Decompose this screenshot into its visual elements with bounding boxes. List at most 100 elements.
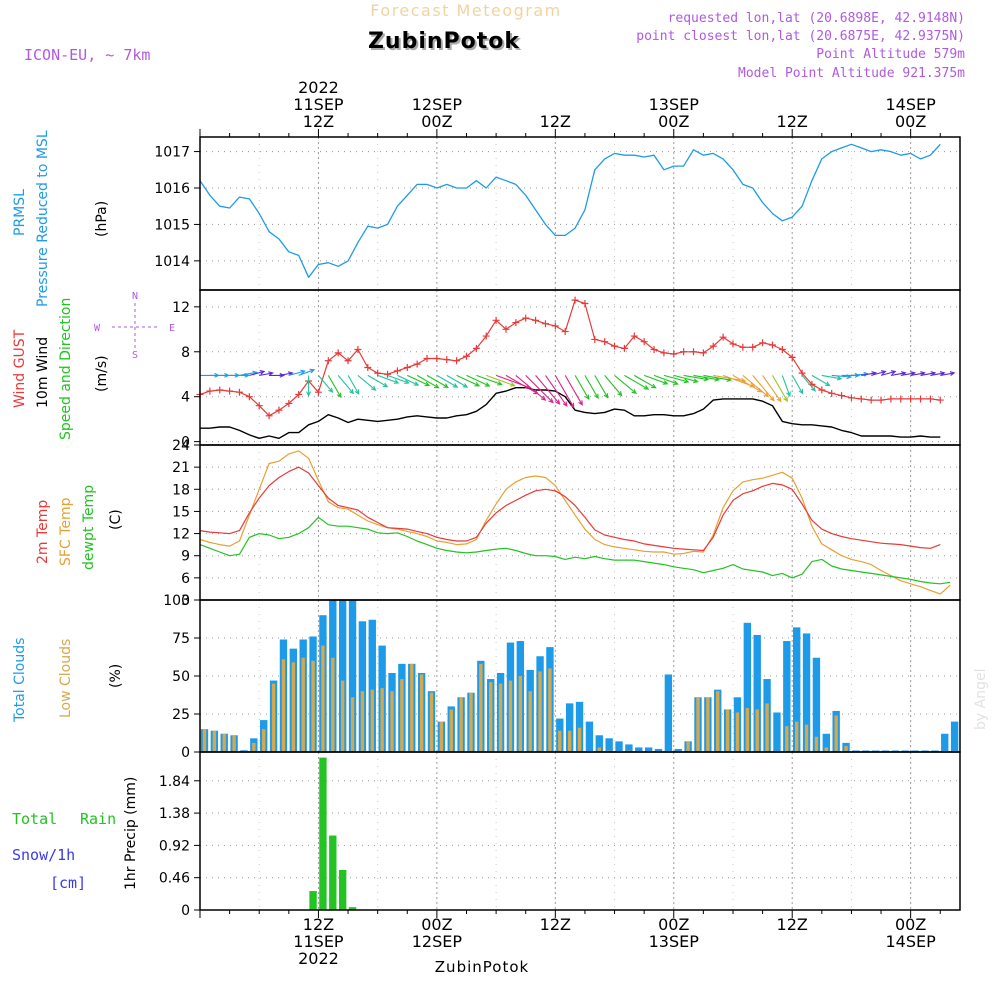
wind-direction-arrow (940, 371, 956, 376)
total-cloud-bar (625, 744, 633, 752)
gust-point (601, 338, 609, 346)
gust-point (384, 370, 392, 378)
total-cloud-bar (941, 733, 949, 752)
total-cloud-bar (871, 750, 880, 752)
gust-point (640, 338, 648, 346)
total-cloud-bar (852, 750, 860, 752)
top-time-label: 12Z (303, 112, 334, 131)
pressure-ytick-label: 1014 (154, 254, 190, 270)
wind-direction-arrow (781, 375, 791, 398)
wind-direction-arrow (317, 375, 334, 394)
low-cloud-bar (735, 712, 740, 752)
low-cloud-bar (459, 697, 463, 752)
wind-speed-direction-label: Speed and Direction (58, 298, 74, 440)
wind-direction-arrow (772, 375, 788, 403)
low-cloud-bar (380, 688, 384, 752)
total-cloud-bar (802, 633, 811, 752)
gust-point (334, 349, 342, 357)
gust-point (216, 386, 224, 394)
temp-ytick-label: 9 (181, 549, 190, 565)
precip-ytick-label: 1.38 (159, 806, 190, 822)
low-cloud-bar (834, 715, 838, 752)
gust-point (887, 395, 895, 403)
total-cloud-bar (911, 750, 919, 752)
gust-point (245, 393, 253, 401)
gust-point (522, 314, 530, 322)
gust-point (374, 369, 382, 377)
low-cloud-bar (745, 707, 750, 752)
total-cloud-bar (565, 703, 574, 752)
bottom-time-label: 00Z (895, 915, 926, 934)
gust-point (818, 386, 826, 394)
hpa-unit-label: (hPa) (94, 201, 110, 237)
wind-direction-arrow (367, 374, 389, 388)
low-cloud-bar (498, 683, 503, 752)
clouds-ytick-label: 50 (172, 669, 190, 685)
low-cloud-bar (686, 741, 690, 752)
wind-direction-arrow (811, 374, 831, 387)
temp-sfc-label: SFC Temp (58, 497, 74, 566)
gust-point (591, 335, 599, 343)
gust-point (877, 396, 885, 404)
precip-bar (329, 835, 337, 910)
precip-ytick-label: 0.46 (159, 871, 190, 887)
gust-point (571, 296, 579, 304)
total-cloud-bar (773, 712, 781, 752)
low-cloud-bar (696, 697, 700, 752)
top-time-label: 12SEP (412, 95, 463, 114)
gust-point (867, 396, 875, 404)
location-title: ZubinPotok (368, 29, 520, 54)
temp-ytick-label: 18 (172, 482, 190, 498)
total-cloud-bar (793, 627, 801, 752)
pressure-panel-labels: PRMSL Pressure Reduced to MSL (hPa) (12, 130, 110, 307)
pressure-msl-label: Pressure Reduced to MSL (35, 130, 51, 307)
wind-direction-arrow (446, 374, 469, 388)
top-time-label: 2022 (298, 78, 339, 97)
frame-layer (199, 136, 961, 911)
low-cloud-bar (577, 727, 582, 752)
wind-direction-arrow (515, 374, 547, 401)
low-cloud-bar (400, 679, 404, 752)
total-cloud-bar (605, 738, 613, 752)
wind-direction-arrow (752, 375, 775, 402)
total-cloud-bar (368, 619, 376, 752)
model-point-altitude: Model Point Altitude 921.375m (738, 66, 965, 81)
precip-ytick-label: 1.84 (159, 774, 190, 790)
gust-point (630, 332, 638, 340)
snow-label: Snow/1h (12, 846, 75, 864)
low-cloud-bar (262, 729, 266, 752)
low-cloud-bar (350, 697, 355, 752)
wind-gust-label: Wind GUST (12, 329, 28, 408)
low-cloud-bar (390, 691, 394, 752)
gust-point (472, 344, 480, 352)
wind-direction-arrow (387, 374, 410, 385)
gust-point (354, 346, 362, 354)
wind-direction-arrow (762, 375, 782, 403)
bottom-time-label: 00Z (658, 915, 689, 934)
low-cloud-bar (528, 691, 532, 752)
total-cloud-bar (950, 721, 959, 752)
wind-direction-arrow (407, 374, 431, 387)
data-layer (197, 144, 959, 910)
wind-direction-arrow (535, 375, 561, 405)
temp-dewpt-label: dewpt Temp (81, 485, 97, 570)
wind-direction-arrow (486, 374, 516, 387)
temp-ytick-label: 3 (181, 593, 190, 609)
low-cloud-bar (340, 680, 345, 752)
bottom-time-label: 13SEP (649, 932, 700, 951)
gust-point (897, 395, 905, 403)
wind-direction-arrow (871, 370, 887, 376)
gust-point (561, 328, 569, 336)
low-cloud-bar (627, 750, 631, 752)
low-cloud-bar (558, 730, 562, 752)
wind-compass: N S W E (94, 291, 175, 361)
gust-point (551, 322, 559, 330)
low-cloud-bar (765, 703, 769, 752)
temp-2m-label: 2m Temp (35, 500, 51, 564)
total-cloud-bar (358, 621, 367, 752)
total-clouds-label: Total Clouds (12, 638, 28, 723)
temp-ytick-label: 6 (181, 571, 190, 587)
wind-direction-arrow (564, 375, 583, 406)
wind-direction-arrow (554, 375, 575, 409)
low-cloud-bar (212, 730, 217, 752)
